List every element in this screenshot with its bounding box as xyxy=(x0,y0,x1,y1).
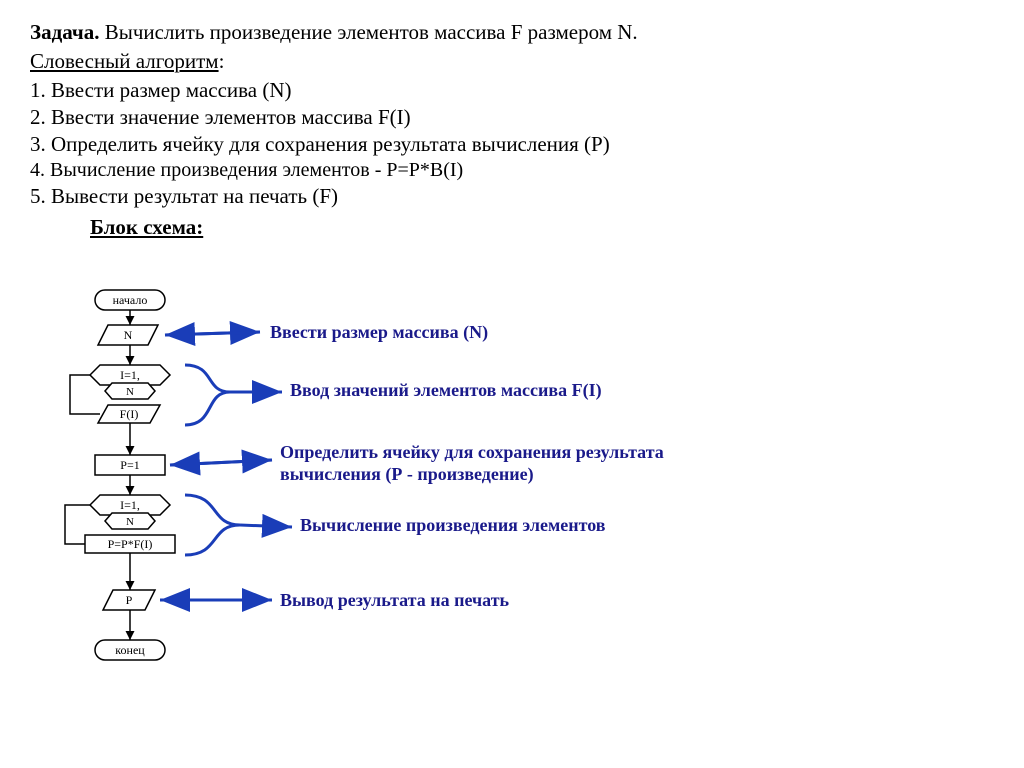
annotation-2: Ввод значений элементов массива F(I) xyxy=(290,380,602,401)
brace-1 xyxy=(185,365,230,425)
step-1: 1. Ввести размер массива (N) xyxy=(30,78,994,103)
task-title: Задача. Вычислить произведение элементов… xyxy=(30,20,994,45)
scheme-title: Блок схема: xyxy=(90,215,994,240)
annotation-3a: Определить ячейку для сохранения результ… xyxy=(280,442,664,463)
step-4: 4. Вычисление произведения элементов - P… xyxy=(30,159,994,182)
annotation-4: Вычисление произведения элементов xyxy=(300,515,605,536)
anno-arrow-4 xyxy=(240,525,292,527)
node-end-label: конец xyxy=(115,643,145,657)
node-p1-label: P=1 xyxy=(120,458,139,472)
step-2: 2. Ввести значение элементов массива F(I… xyxy=(30,105,994,130)
annotation-1: Ввести размер массива (N) xyxy=(270,322,488,343)
node-loop1b-label: N xyxy=(126,386,134,398)
node-loop2b-label: N xyxy=(126,516,134,528)
node-loop2-label: I=1, xyxy=(120,498,140,512)
anno-arrow-1b xyxy=(165,332,260,335)
brace-2 xyxy=(185,495,240,555)
anno-arrow-3b xyxy=(170,460,272,465)
annotation-5: Вывод результата на печать xyxy=(280,590,509,611)
step-3: 3. Определить ячейку для сохранения резу… xyxy=(30,132,994,157)
annotation-3b: вычисления (Р - произведение) xyxy=(280,464,534,485)
node-start-label: начало xyxy=(113,293,148,307)
title-rest: Вычислить произведение элементов массива… xyxy=(99,20,637,44)
title-prefix: Задача. xyxy=(30,20,99,44)
node-n-label: N xyxy=(124,328,133,342)
node-p-out-label: P xyxy=(126,593,133,607)
node-ppfi-label: P=P*F(I) xyxy=(108,537,153,551)
node-fi-label: F(I) xyxy=(120,407,139,421)
step-5: 5. Вывести результат на печать (F) xyxy=(30,184,994,209)
subtitle: Словесный алгоритм: xyxy=(30,49,994,74)
node-loop1-label: I=1, xyxy=(120,368,140,382)
flowchart-diagram: начало N I=1, N F(I) P=1 I=1, N P=P*F(I)… xyxy=(30,280,990,750)
